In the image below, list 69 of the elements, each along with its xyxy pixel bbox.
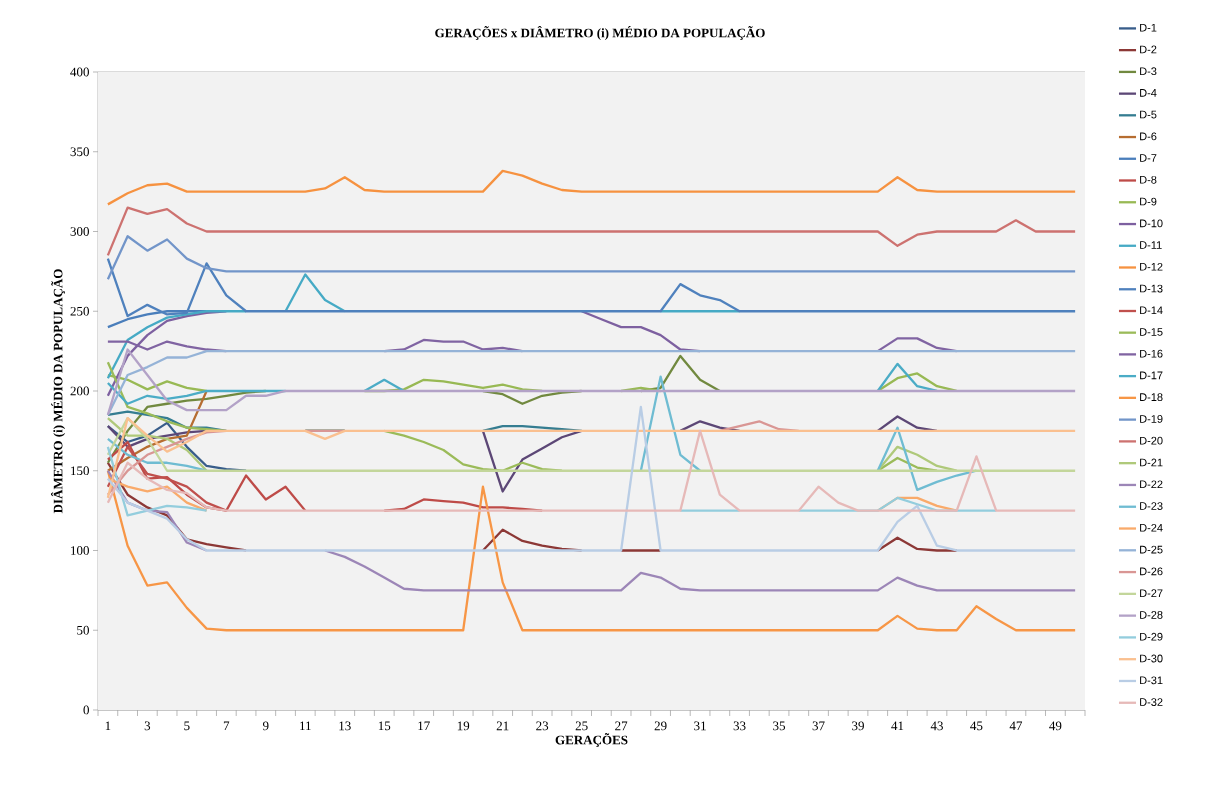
x-tick-label: 39 xyxy=(852,721,864,731)
legend-label: D-32 xyxy=(1140,698,1163,706)
legend-label: D-5 xyxy=(1140,110,1157,119)
legend-label: D-15 xyxy=(1140,328,1163,336)
x-tick-label: 27 xyxy=(615,721,628,731)
legend-label: D-30 xyxy=(1140,654,1163,663)
x-tick-label: 47 xyxy=(1009,721,1023,731)
x-tick-label: 19 xyxy=(457,721,470,731)
legend-label: D-12 xyxy=(1140,262,1163,271)
x-tick-label: 7 xyxy=(223,721,230,731)
y-tick-label: 400 xyxy=(70,67,89,77)
legend-label: D-27 xyxy=(1140,589,1163,597)
x-tick-label: 43 xyxy=(930,721,943,731)
y-tick-label: 300 xyxy=(70,227,89,236)
x-tick-label: 35 xyxy=(773,721,786,731)
legend-label: D-20 xyxy=(1140,436,1163,445)
legend-label: D-13 xyxy=(1140,284,1163,293)
legend-label: D-14 xyxy=(1140,306,1163,315)
y-tick-label: 100 xyxy=(71,546,89,555)
legend-label: D-11 xyxy=(1140,241,1162,249)
legend-label: D-7 xyxy=(1140,154,1157,162)
legend-label: D-10 xyxy=(1140,219,1163,228)
y-tick-label: 250 xyxy=(70,306,89,316)
y-tick-label: 150 xyxy=(71,466,89,476)
legend-label: D-23 xyxy=(1140,502,1163,510)
x-axis-title: GERAÇÕES xyxy=(555,733,628,747)
y-tick-label: 350 xyxy=(70,147,89,157)
legend-label: D-31 xyxy=(1140,676,1163,685)
legend-label: D-3 xyxy=(1140,67,1157,76)
x-tick-label: 3 xyxy=(144,721,151,731)
x-tick-label: 11 xyxy=(300,721,311,731)
legend-label: D-16 xyxy=(1140,349,1163,358)
legend-label: D-17 xyxy=(1140,371,1163,380)
x-tick-label: 25 xyxy=(575,721,588,731)
x-tick-label: 15 xyxy=(378,721,391,731)
legend-label: D-9 xyxy=(1140,197,1157,206)
x-tick-label: 31 xyxy=(694,721,706,731)
x-tick-label: 1 xyxy=(105,721,111,731)
y-tick-label: 200 xyxy=(70,386,89,396)
x-tick-label: 45 xyxy=(970,721,983,731)
legend-label: D-8 xyxy=(1140,175,1157,184)
x-tick-label: 23 xyxy=(536,721,549,731)
legend-label: D-18 xyxy=(1140,393,1163,402)
legend-label: D-4 xyxy=(1140,89,1157,97)
y-axis-title: DIÂMETRO (i) MÉDIO DA POPULAÇÃO xyxy=(51,269,66,514)
x-tick-label: 17 xyxy=(418,721,430,731)
x-tick-label: 37 xyxy=(812,721,825,731)
legend-label: D-28 xyxy=(1140,611,1163,619)
legend-label: D-2 xyxy=(1140,45,1157,54)
legend-label: D-1 xyxy=(1140,23,1157,32)
x-tick-label: 41 xyxy=(891,721,904,731)
y-tick-label: 50 xyxy=(77,625,89,635)
legend-label: D-6 xyxy=(1140,132,1157,141)
x-tick-label: 5 xyxy=(184,721,190,731)
legend-label: D-24 xyxy=(1140,523,1163,532)
legend-label: D-29 xyxy=(1140,632,1163,641)
x-tick-label: 33 xyxy=(733,721,746,731)
legend-label: D-26 xyxy=(1140,567,1163,576)
x-tick-label: 9 xyxy=(262,721,269,731)
x-tick-label: 21 xyxy=(496,721,509,731)
chart-title: GERAÇÕES x DIÂMETRO (i) MÉDIO DA POPULAÇÃO xyxy=(435,25,765,40)
x-tick-label: 29 xyxy=(654,721,667,731)
legend-label: D-25 xyxy=(1140,545,1163,554)
y-tick-label: 0 xyxy=(83,705,89,715)
legend-label: D-19 xyxy=(1140,415,1163,423)
x-tick-label: 49 xyxy=(1049,721,1062,731)
x-tick-label: 13 xyxy=(339,721,351,731)
legend-label: D-22 xyxy=(1140,480,1163,489)
legend-label: D-21 xyxy=(1140,458,1163,467)
